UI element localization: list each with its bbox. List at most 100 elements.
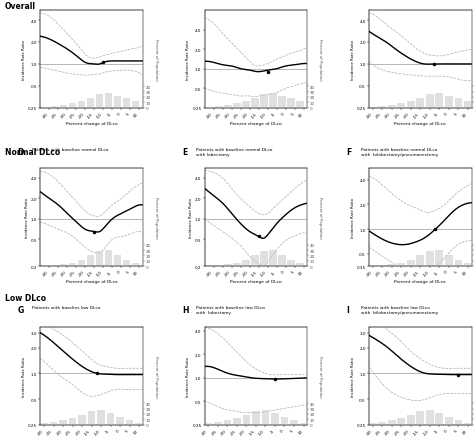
Bar	[42, 266, 49, 267]
X-axis label: Percent change of DLco: Percent change of DLco	[394, 121, 446, 125]
Bar	[51, 265, 58, 267]
Bar	[116, 417, 124, 425]
Bar	[378, 265, 386, 267]
Bar	[436, 413, 443, 425]
Bar	[136, 423, 143, 425]
Bar	[107, 413, 114, 425]
Y-axis label: Percent of Population: Percent of Population	[318, 355, 322, 397]
Y-axis label: Incidence Rate Ratio: Incidence Rate Ratio	[186, 356, 190, 396]
Bar	[445, 256, 453, 267]
Bar	[297, 102, 304, 109]
Bar	[270, 251, 277, 267]
X-axis label: Percent change of DLco: Percent change of DLco	[66, 121, 118, 125]
Text: Patients with baseline normal DLco: Patients with baseline normal DLco	[32, 148, 109, 152]
Y-axis label: Incidence Rate Ratio: Incidence Rate Ratio	[22, 40, 26, 80]
Bar	[224, 106, 232, 109]
Bar	[97, 410, 105, 425]
Bar	[297, 264, 304, 267]
Bar	[105, 251, 112, 267]
Text: G: G	[18, 306, 24, 315]
Bar	[69, 104, 76, 109]
Bar	[87, 256, 94, 267]
Bar	[455, 260, 462, 267]
Bar	[417, 256, 424, 267]
Bar	[426, 95, 434, 109]
Bar	[233, 104, 241, 109]
Bar	[123, 260, 130, 267]
Bar	[114, 256, 121, 267]
Bar	[436, 93, 443, 109]
Y-axis label: Incidence Rate Ratio: Incidence Rate Ratio	[25, 198, 28, 238]
Bar	[87, 99, 94, 109]
Text: Low DLco: Low DLco	[5, 293, 46, 303]
Bar	[407, 415, 415, 425]
Bar	[279, 256, 286, 267]
Bar	[398, 263, 405, 267]
Bar	[388, 106, 396, 109]
Bar	[407, 102, 415, 109]
Bar	[60, 265, 67, 267]
Bar	[215, 265, 223, 267]
Bar	[436, 251, 443, 267]
Bar	[214, 422, 222, 425]
Bar	[426, 410, 434, 425]
Bar	[388, 265, 396, 267]
Bar	[233, 418, 241, 425]
Bar	[464, 102, 472, 109]
Bar	[288, 260, 295, 267]
Bar	[59, 420, 67, 425]
Bar	[378, 107, 386, 109]
Bar	[388, 420, 396, 425]
Bar	[290, 420, 298, 425]
Bar	[407, 260, 415, 267]
Bar	[60, 106, 67, 109]
Text: E: E	[182, 148, 187, 157]
Bar	[50, 422, 57, 425]
Y-axis label: Percent of Population: Percent of Population	[154, 197, 158, 239]
Bar	[378, 422, 386, 425]
Y-axis label: Percent of Population: Percent of Population	[318, 39, 322, 81]
Bar	[205, 423, 212, 425]
Y-axis label: Incidence Rate Ratio: Incidence Rate Ratio	[351, 40, 355, 80]
Y-axis label: Incidence Rate Ratio: Incidence Rate Ratio	[189, 198, 193, 238]
Bar	[42, 107, 49, 109]
Bar	[398, 418, 405, 425]
Text: F: F	[346, 148, 352, 157]
Bar	[40, 423, 48, 425]
Bar	[242, 260, 250, 267]
Y-axis label: Incidence Rate Ratio: Incidence Rate Ratio	[351, 356, 355, 396]
Y-axis label: Incidence Rate Ratio: Incidence Rate Ratio	[351, 198, 355, 238]
Bar	[281, 417, 288, 425]
Bar	[369, 107, 376, 109]
Bar	[233, 263, 241, 267]
Bar	[123, 99, 130, 109]
Bar	[455, 420, 462, 425]
Bar	[261, 251, 268, 267]
Bar	[105, 93, 112, 109]
Bar	[279, 97, 286, 109]
Bar	[132, 264, 139, 267]
Text: D: D	[18, 148, 24, 157]
Bar	[132, 102, 139, 109]
Bar	[251, 256, 259, 267]
Y-axis label: Percent of Population: Percent of Population	[318, 197, 322, 239]
Bar	[206, 107, 214, 109]
Text: Normal DLco: Normal DLco	[5, 148, 60, 157]
Bar	[206, 266, 214, 267]
Bar	[464, 264, 472, 267]
Y-axis label: Incidence Rate Ratio: Incidence Rate Ratio	[186, 40, 190, 80]
Bar	[51, 107, 58, 109]
Bar	[224, 265, 232, 267]
X-axis label: Percent change of DLco: Percent change of DLco	[66, 279, 118, 283]
Y-axis label: Incidence Rate Ratio: Incidence Rate Ratio	[22, 356, 26, 396]
Bar	[288, 99, 295, 109]
Bar	[271, 413, 279, 425]
Bar	[69, 263, 76, 267]
Bar	[114, 97, 121, 109]
Bar	[417, 99, 424, 109]
Bar	[455, 99, 462, 109]
Y-axis label: Percent of Population: Percent of Population	[154, 39, 158, 81]
Bar	[369, 423, 376, 425]
Bar	[464, 423, 472, 425]
Text: Overall: Overall	[5, 2, 36, 11]
